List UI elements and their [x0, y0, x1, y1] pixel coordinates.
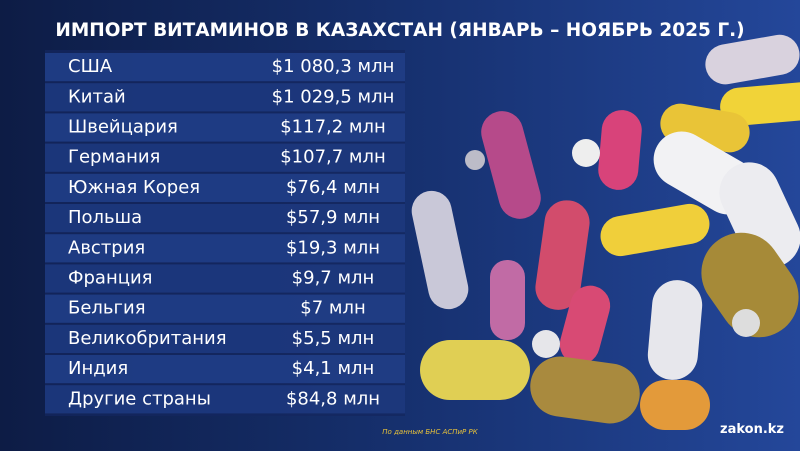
- value: $5,5 млн: [292, 328, 375, 349]
- row-background: [45, 234, 405, 263]
- country: Польша: [68, 207, 142, 228]
- value: $1 029,5 млн: [272, 86, 395, 107]
- pills-decoration: [411, 34, 800, 430]
- table: США $1 080,3 млн Китай $1 029,5 млн Швейцари…: [45, 53, 405, 414]
- country: Китай: [68, 86, 126, 107]
- country: Великобритания: [68, 328, 227, 349]
- row-background: [45, 83, 405, 112]
- value: $1 080,3 млн: [272, 56, 395, 77]
- value: $7 млн: [300, 298, 365, 319]
- value: $57,9 млн: [286, 207, 380, 228]
- country: Бельгия: [68, 298, 146, 319]
- country: Германия: [68, 147, 160, 168]
- country: Швейцария: [68, 117, 178, 138]
- row-background: [45, 294, 405, 323]
- row-background: [45, 355, 405, 384]
- country: США: [68, 56, 113, 77]
- value: $4,1 млн: [292, 358, 375, 379]
- row-background: [45, 324, 405, 353]
- row-background: [45, 113, 405, 142]
- country: Другие страны: [68, 388, 211, 409]
- value: $84,8 млн: [286, 388, 380, 409]
- value: $19,3 млн: [286, 237, 380, 258]
- country: Южная Корея: [68, 177, 200, 198]
- value: $107,7 млн: [280, 147, 386, 168]
- brand: zakon.kz: [720, 422, 784, 437]
- country: Индия: [68, 358, 128, 379]
- title: ИМПОРТ ВИТАМИНОВ В КАЗАХСТАН (ЯНВАРЬ – Н…: [55, 20, 744, 41]
- row-background: [45, 143, 405, 172]
- row-background: [45, 385, 405, 414]
- row-background: [45, 173, 405, 202]
- country: Франция: [68, 268, 153, 289]
- value: $117,2 млн: [280, 117, 386, 138]
- value: $76,4 млн: [286, 177, 380, 198]
- row-background: [45, 204, 405, 233]
- source: По данным БНС АСПиР РК: [382, 428, 478, 436]
- row-background: [45, 264, 405, 293]
- country: Австрия: [68, 237, 145, 258]
- row-background: [45, 53, 405, 82]
- value: $9,7 млн: [292, 268, 375, 289]
